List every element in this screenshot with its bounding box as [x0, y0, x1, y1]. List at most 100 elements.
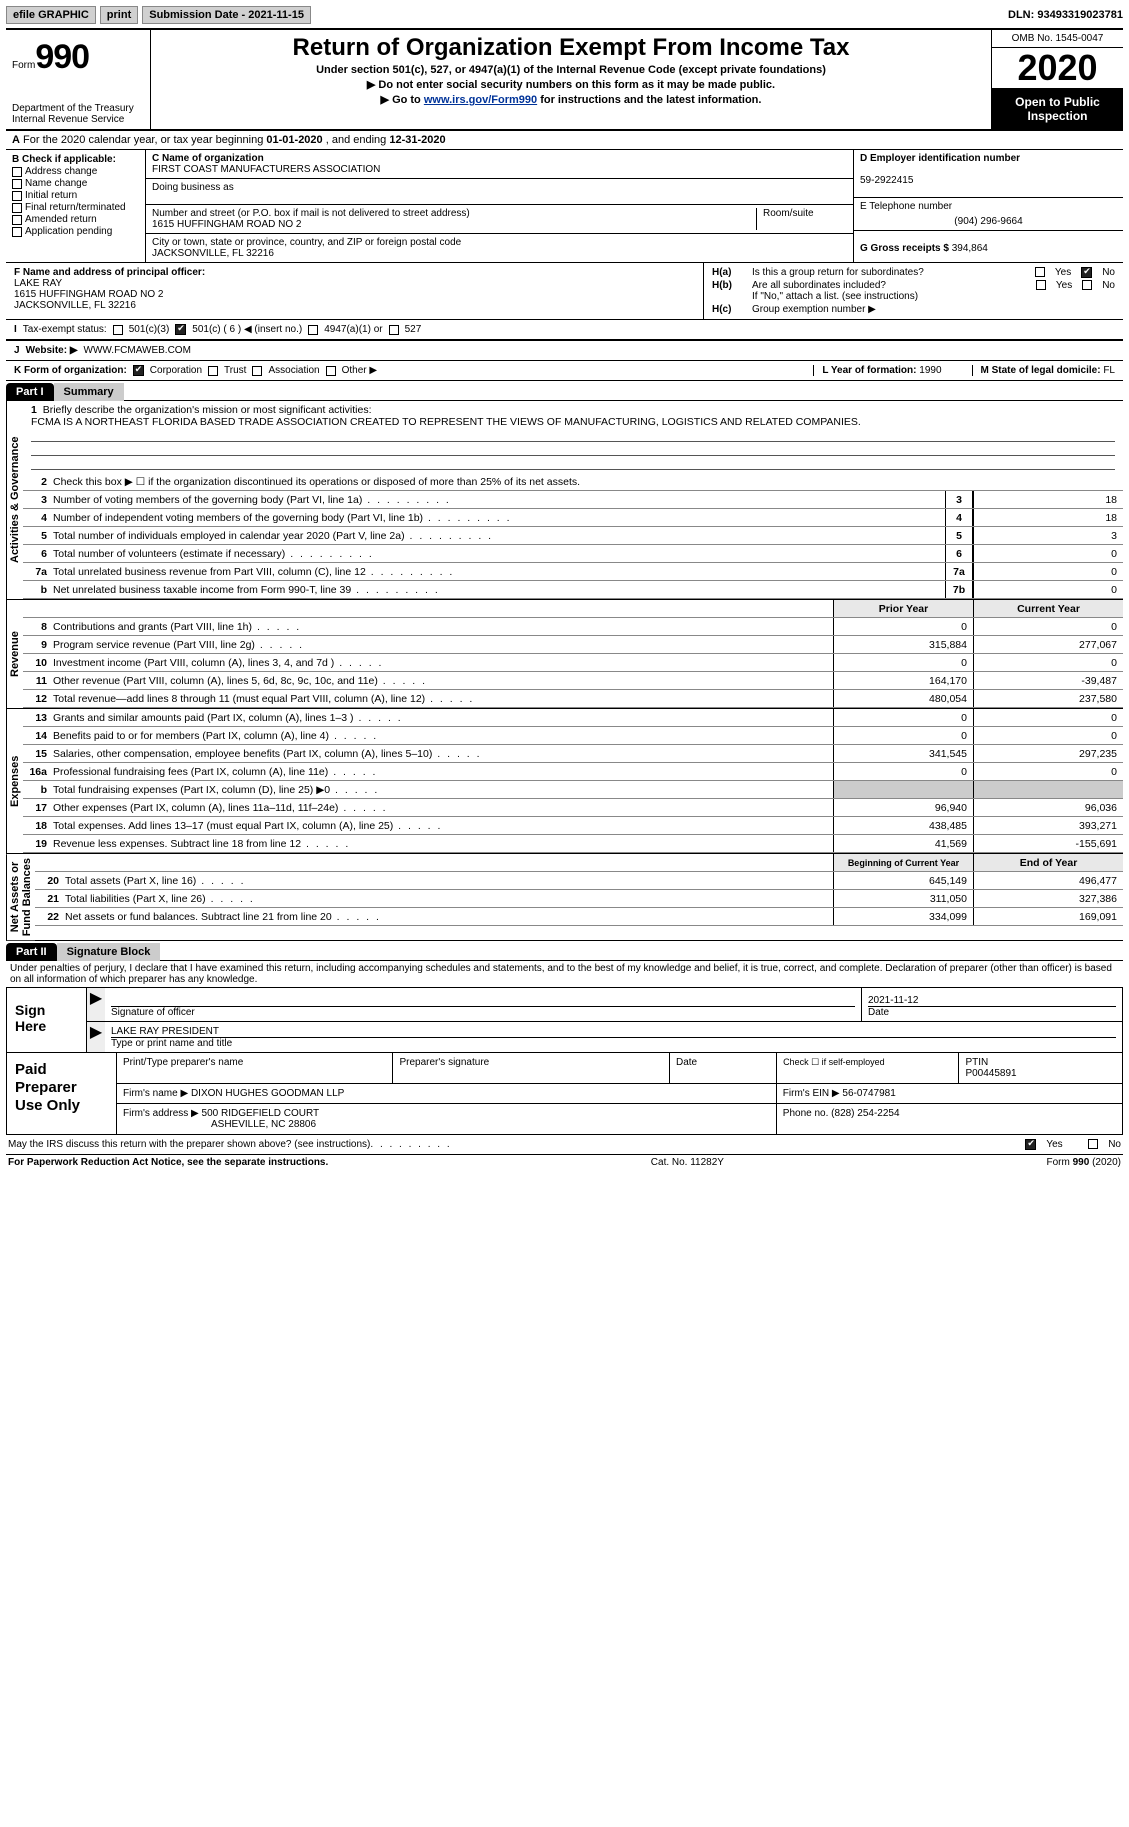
firm-phone-label: Phone no. [783, 1108, 831, 1119]
k-label: K Form of organization: [14, 365, 127, 376]
prior-year-header: Prior Year [833, 600, 973, 617]
firm-addr2: ASHEVILLE, NC 28806 [211, 1119, 316, 1130]
na-header: Beginning of Current Year End of Year [35, 854, 1123, 872]
checkbox-checked-icon[interactable] [175, 324, 186, 335]
e-phone: E Telephone number (904) 296-9664 [854, 198, 1123, 231]
part2-bar: Part II Signature Block [6, 943, 1123, 961]
checkbox-icon[interactable] [1035, 267, 1045, 277]
c-address-row: Number and street (or P.O. box if mail i… [146, 205, 853, 234]
check-name-change[interactable]: Name change [12, 178, 139, 189]
section-b-c-de: B Check if applicable: Address change Na… [6, 150, 1123, 263]
checkbox-checked-icon[interactable] [1025, 1139, 1036, 1150]
phone-value: (904) 296-9664 [860, 216, 1117, 227]
print-button[interactable]: print [100, 6, 138, 24]
checkbox-checked-icon[interactable] [133, 365, 144, 376]
no-label: No [1102, 267, 1115, 278]
summary-line-17: 17Other expenses (Part IX, column (A), l… [23, 799, 1123, 817]
k-assoc: Association [268, 365, 319, 376]
check-address-change[interactable]: Address change [12, 166, 139, 177]
tax-year: 2020 [992, 48, 1123, 89]
sign-date: 2021-11-12 [868, 995, 1116, 1006]
summary-line-21: 21Total liabilities (Part X, line 26)311… [35, 890, 1123, 908]
summary-line-14: 14Benefits paid to or for members (Part … [23, 727, 1123, 745]
checkbox-icon[interactable] [326, 366, 336, 376]
b-item-3: Final return/terminated [25, 202, 126, 213]
d-label: D Employer identification number [860, 153, 1020, 164]
sign-arrow-icon: ▶ [87, 988, 105, 1021]
submission-date: 2021-11-15 [248, 9, 304, 21]
subtitle-1: Under section 501(c), 527, or 4947(a)(1)… [159, 64, 983, 76]
check-amended[interactable]: Amended return [12, 214, 139, 225]
e-label: E Telephone number [860, 201, 952, 212]
officer-addr1: 1615 HUFFINGHAM ROAD NO 2 [14, 289, 163, 300]
line-1-briefly: 1 Briefly describe the organization's mi… [23, 401, 1123, 473]
sig-officer-label: Signature of officer [111, 1006, 855, 1018]
checkbox-icon[interactable] [208, 366, 218, 376]
firm-name: DIXON HUGHES GOODMAN LLP [191, 1088, 344, 1099]
side-ag: Activities & Governance [6, 401, 23, 599]
checkbox-icon[interactable] [113, 325, 123, 335]
check-app-pending[interactable]: Application pending [12, 226, 139, 237]
hc-label: H(c) [712, 304, 752, 315]
col-de: D Employer identification number 59-2922… [853, 150, 1123, 262]
part2-title: Signature Block [57, 943, 161, 961]
hb-label: H(b) [712, 280, 752, 291]
form-number: Form990 [12, 38, 144, 77]
org-name: FIRST COAST MANUFACTURERS ASSOCIATION [152, 164, 380, 175]
checkbox-checked-icon[interactable] [1081, 267, 1092, 278]
j-label: Website: ▶ [26, 345, 78, 356]
block-ag: Activities & Governance 1 Briefly descri… [6, 401, 1123, 600]
check-initial-return[interactable]: Initial return [12, 190, 139, 201]
summary-line-12: 12Total revenue—add lines 8 through 11 (… [23, 690, 1123, 708]
block-rev: Revenue Prior Year Current Year 8Contrib… [6, 600, 1123, 709]
officer-name-label: Type or print name and title [111, 1037, 1116, 1049]
block-na: Net Assets or Fund Balances Beginning of… [6, 854, 1123, 941]
summary-line-15: 15Salaries, other compensation, employee… [23, 745, 1123, 763]
firm-ein: 56-0747981 [842, 1088, 895, 1099]
header-right: OMB No. 1545-0047 2020 Open to Public In… [991, 30, 1123, 129]
row-i: I Tax-exempt status: 501(c)(3) 501(c) ( … [6, 320, 1123, 340]
city-value: JACKSONVILLE, FL 32216 [152, 248, 274, 259]
hc-text: Group exemption number ▶ [752, 304, 876, 315]
k-trust: Trust [224, 365, 246, 376]
checkbox-icon[interactable] [1036, 280, 1046, 290]
firm-addr1: 500 RIDGEFIELD COURT [202, 1108, 320, 1119]
checkbox-icon[interactable] [1088, 1139, 1098, 1149]
sign-date-label: Date [868, 1006, 1116, 1018]
rev-header: Prior Year Current Year [23, 600, 1123, 618]
dots [370, 1139, 451, 1150]
k-other: Other ▶ [342, 365, 377, 376]
i-label: Tax-exempt status: [23, 324, 107, 335]
website-value: WWW.FCMAWEB.COM [84, 345, 191, 356]
checkbox-icon[interactable] [1082, 280, 1092, 290]
b-item-0: Address change [25, 166, 97, 177]
end-year-header: End of Year [973, 854, 1123, 871]
checkbox-icon[interactable] [308, 325, 318, 335]
checkbox-icon[interactable] [252, 366, 262, 376]
firm-phone: (828) 254-2254 [831, 1108, 899, 1119]
part1-bar: Part I Summary [6, 383, 1123, 401]
efile-button[interactable]: efile GRAPHIC [6, 6, 96, 24]
check-final-return[interactable]: Final return/terminated [12, 202, 139, 213]
row-j: J Website: ▶ WWW.FCMAWEB.COM [6, 341, 1123, 361]
summary-line-18: 18Total expenses. Add lines 13–17 (must … [23, 817, 1123, 835]
goto-pre: Go to [392, 94, 424, 106]
checkbox-icon[interactable] [389, 325, 399, 335]
g-gross: G Gross receipts $ 394,864 [854, 231, 1123, 257]
b-item-5: Application pending [25, 226, 112, 237]
no-label: No [1102, 280, 1115, 291]
summary-line-2: 2Check this box ▶ ☐ if the organization … [23, 473, 1123, 491]
c-dba: Doing business as [146, 179, 853, 205]
block-exp: Expenses 13Grants and similar amounts pa… [6, 709, 1123, 854]
ha-label: H(a) [712, 267, 752, 278]
summary-line-13: 13Grants and similar amounts paid (Part … [23, 709, 1123, 727]
summary-line-16a: 16aProfessional fundraising fees (Part I… [23, 763, 1123, 781]
room-suite: Room/suite [757, 208, 847, 230]
addr-label: Number and street (or P.O. box if mail i… [152, 208, 470, 219]
part1-tag: Part I [6, 383, 54, 401]
form990-link[interactable]: www.irs.gov/Form990 [424, 94, 537, 106]
summary-line-20: 20Total assets (Part X, line 16)645,1494… [35, 872, 1123, 890]
checkbox-icon [12, 179, 22, 189]
form-title: Return of Organization Exempt From Incom… [159, 34, 983, 62]
m-label: M State of legal domicile: [981, 365, 1104, 376]
